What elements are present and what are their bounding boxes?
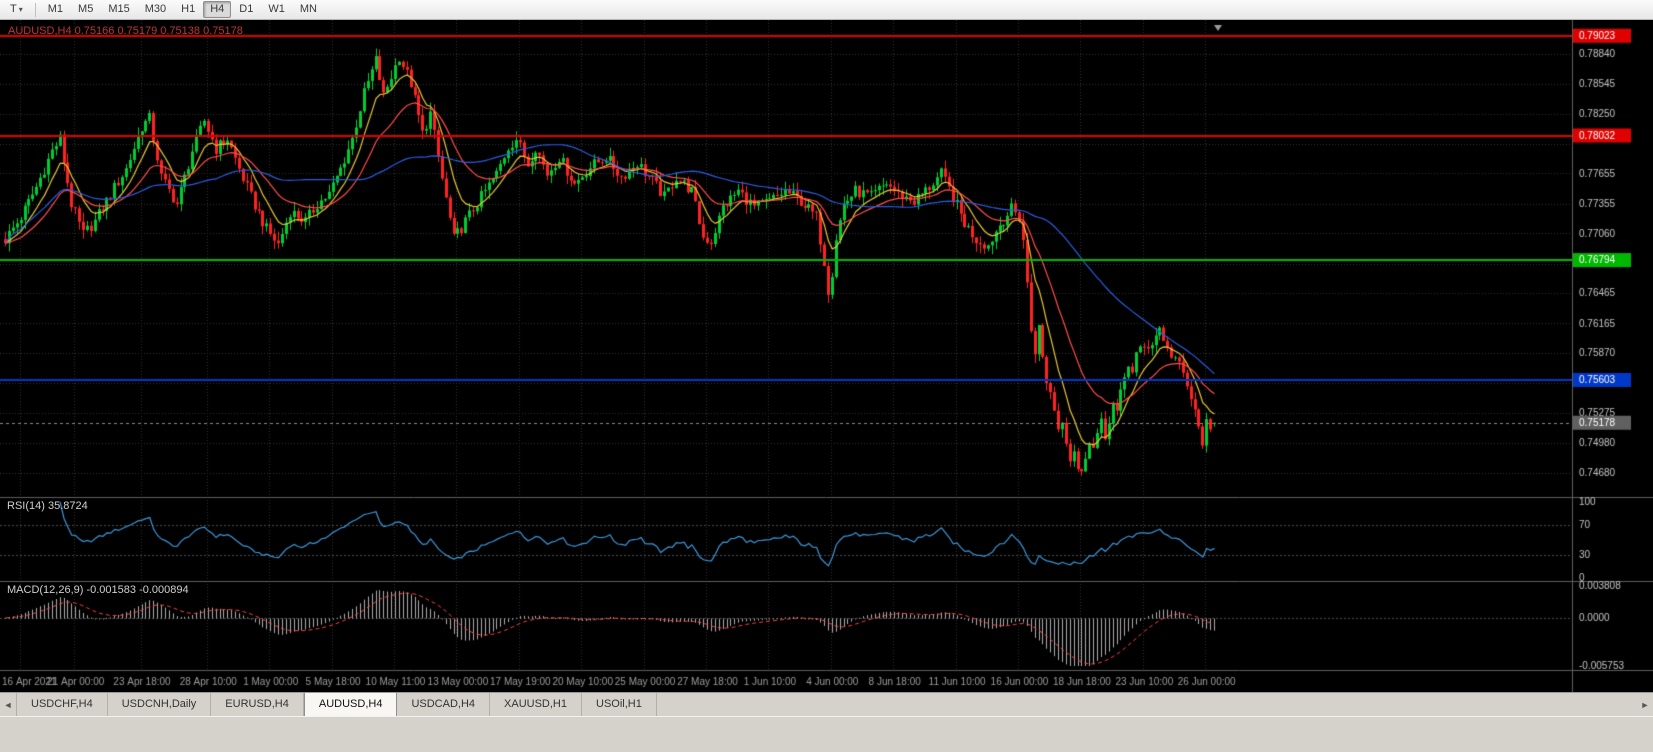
tab-usoil-h1[interactable]: USOil,H1 xyxy=(582,693,657,716)
timeframe-h1-button[interactable]: H1 xyxy=(174,1,202,18)
chart-tabs: USDCHF,H4 USDCNH,Daily EURUSD,H4 AUDUSD,… xyxy=(16,693,657,716)
timeframe-h4-button[interactable]: H4 xyxy=(203,1,232,18)
timeframe-m5-button[interactable]: M5 xyxy=(71,1,100,18)
tab-eurusd-h4[interactable]: EURUSD,H4 xyxy=(211,693,304,716)
line-type-button[interactable]: T ▾ xyxy=(3,1,30,18)
timeframe-m1-button[interactable]: M1 xyxy=(41,1,70,18)
chart-canvas[interactable] xyxy=(0,20,1653,692)
line-type-label: T xyxy=(10,3,17,15)
tabs-scroll-right-button[interactable]: ► xyxy=(1637,693,1653,716)
timeframe-d1-button[interactable]: D1 xyxy=(232,1,260,18)
chart-toolbar: T ▾ M1 M5 M15 M30 H1 H4 D1 W1 MN xyxy=(0,0,1653,20)
timeframe-w1-button[interactable]: W1 xyxy=(261,1,292,18)
tab-usdcad-h4[interactable]: USDCAD,H4 xyxy=(397,693,491,716)
tabs-scroll-left-button[interactable]: ◄ xyxy=(0,693,16,716)
toolbar-divider xyxy=(34,2,36,17)
chevron-down-icon: ▾ xyxy=(18,4,23,14)
tab-usdchf-h4[interactable]: USDCHF,H4 xyxy=(16,693,108,716)
tab-audusd-h4[interactable]: AUDUSD,H4 xyxy=(303,693,398,716)
status-bar xyxy=(0,716,1653,752)
chart-tab-bar: ◄ USDCHF,H4 USDCNH,Daily EURUSD,H4 AUDUS… xyxy=(0,692,1653,716)
tab-xauusd-h1[interactable]: XAUUSD,H1 xyxy=(490,693,582,716)
timeframe-m30-button[interactable]: M30 xyxy=(138,1,173,18)
tab-usdcnh-daily[interactable]: USDCNH,Daily xyxy=(108,693,212,716)
timeframe-m15-button[interactable]: M15 xyxy=(101,1,136,18)
timeframe-mn-button[interactable]: MN xyxy=(293,1,324,18)
